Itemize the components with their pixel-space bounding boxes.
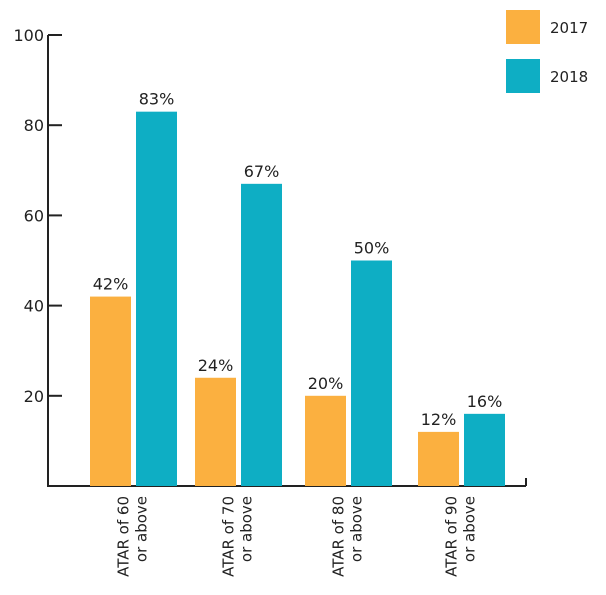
data-label: 24% xyxy=(198,356,234,375)
chart-bars: 42% 83% 24% 67% 20% 50% 12% 16% xyxy=(90,90,505,487)
data-label: 12% xyxy=(421,410,457,429)
category-label: ATAR of 90or above xyxy=(443,496,479,577)
category-label-line: ATAR of 90 xyxy=(443,496,461,577)
bar-2017-1 xyxy=(90,296,131,486)
category-label-line: ATAR of 60 xyxy=(115,496,133,577)
category-label-line: ATAR of 80 xyxy=(330,496,348,577)
category-label: ATAR of 70or above xyxy=(220,496,256,577)
chart-legend: 2017 2018 xyxy=(506,10,588,93)
y-tick-label: 20 xyxy=(24,387,44,406)
y-tick-label: 60 xyxy=(24,206,44,225)
data-label: 20% xyxy=(308,374,344,393)
category-label-line: or above xyxy=(461,496,479,562)
bar-2018-3 xyxy=(351,260,392,486)
y-tick-label: 100 xyxy=(13,26,44,45)
category-label-line: or above xyxy=(133,496,151,562)
bar-2017-3 xyxy=(305,395,346,486)
bar-2018-2 xyxy=(241,183,282,486)
data-label: 16% xyxy=(467,392,503,411)
bar-2018-1 xyxy=(136,111,177,487)
category-label: ATAR of 60or above xyxy=(115,496,151,577)
data-label: 67% xyxy=(244,162,280,181)
bar-2017-2 xyxy=(195,377,236,486)
legend-label-2018: 2018 xyxy=(550,68,588,86)
bar-2017-4 xyxy=(418,431,459,486)
y-tick-label: 40 xyxy=(24,297,44,316)
data-label: 42% xyxy=(93,275,129,294)
category-label-line: ATAR of 70 xyxy=(220,496,238,577)
legend-swatch-2018 xyxy=(506,59,540,93)
bar-2018-4 xyxy=(464,413,505,486)
category-label-line: or above xyxy=(348,496,366,562)
data-label: 83% xyxy=(139,90,175,109)
legend-label-2017: 2017 xyxy=(550,19,588,37)
legend-swatch-2017 xyxy=(506,10,540,44)
category-label: ATAR of 80or above xyxy=(330,496,366,577)
category-label-line: or above xyxy=(238,496,256,562)
data-label: 50% xyxy=(354,239,390,258)
y-tick-label: 80 xyxy=(24,116,44,135)
